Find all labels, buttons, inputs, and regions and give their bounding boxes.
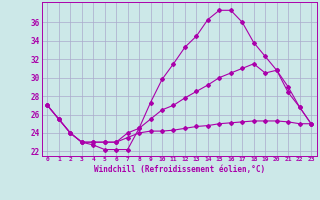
X-axis label: Windchill (Refroidissement éolien,°C): Windchill (Refroidissement éolien,°C) [94, 165, 265, 174]
